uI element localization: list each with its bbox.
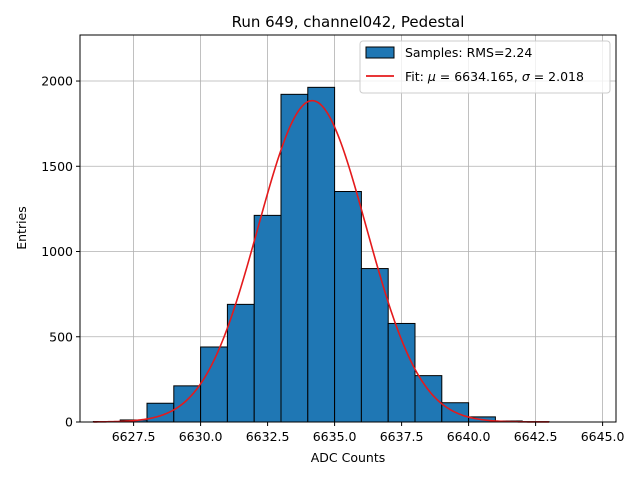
legend-fit-suffix: = 2.018 <box>530 69 584 84</box>
fit-curve <box>93 99 550 423</box>
histogram-bar-4 <box>200 346 228 423</box>
legend-fit-prefix: Fit: <box>405 69 428 84</box>
x-tick-label-3: 6635.0 <box>313 429 357 444</box>
fit-curve-group <box>93 99 550 423</box>
histogram-bar-6 <box>253 214 282 423</box>
legend-histogram-label: Samples: RMS=2.24 <box>405 45 532 60</box>
histogram-bar-7 <box>280 93 309 423</box>
plot-frame <box>79 34 617 423</box>
y-tick-label-0: 0 <box>65 415 73 430</box>
y-tick-label-2: 1000 <box>41 244 73 259</box>
x-tick-label-7: 6645.0 <box>581 429 625 444</box>
legend-histogram-swatch <box>365 46 395 59</box>
histogram-bar-5 <box>226 303 255 423</box>
y-axis-label: Entries <box>14 206 29 250</box>
y-tick-label-4: 2000 <box>41 74 73 89</box>
histogram-bar-8 <box>307 86 336 423</box>
histogram-bar-12 <box>414 375 443 423</box>
x-axis-ticks: 6627.5 6630.0 6632.5 6635.0 6637.5 6640.0 6642… <box>112 422 625 444</box>
y-tick-label-1: 500 <box>49 329 73 344</box>
legend-fit-label: Fit: μ = 6634.165, σ = 2.018 <box>405 69 584 84</box>
legend-fit-sigma: σ <box>522 69 531 84</box>
y-axis-ticks: 0 500 1000 1500 2000 <box>41 74 80 430</box>
histogram-bar-9 <box>334 191 362 423</box>
chart-title: Run 649, channel042, Pedestal <box>232 13 465 31</box>
legend-fit-mid: = 6634.165, <box>436 69 522 84</box>
legend-box <box>359 40 611 94</box>
x-tick-label-0: 6627.5 <box>112 429 156 444</box>
x-tick-label-5: 6640.0 <box>447 429 491 444</box>
x-tick-label-6: 6642.5 <box>514 429 558 444</box>
y-tick-label-3: 1500 <box>41 159 73 174</box>
x-tick-label-2: 6632.5 <box>246 429 290 444</box>
x-tick-label-1: 6630.0 <box>179 429 223 444</box>
histogram-bar-3 <box>173 385 202 423</box>
histogram-bars <box>92 86 550 423</box>
legend: Samples: RMS=2.24 Fit: μ = 6634.165, σ =… <box>359 40 611 94</box>
x-axis-label: ADC Counts <box>311 450 386 465</box>
x-tick-label-4: 6637.5 <box>380 429 424 444</box>
legend-fit-mu: μ <box>427 69 436 84</box>
